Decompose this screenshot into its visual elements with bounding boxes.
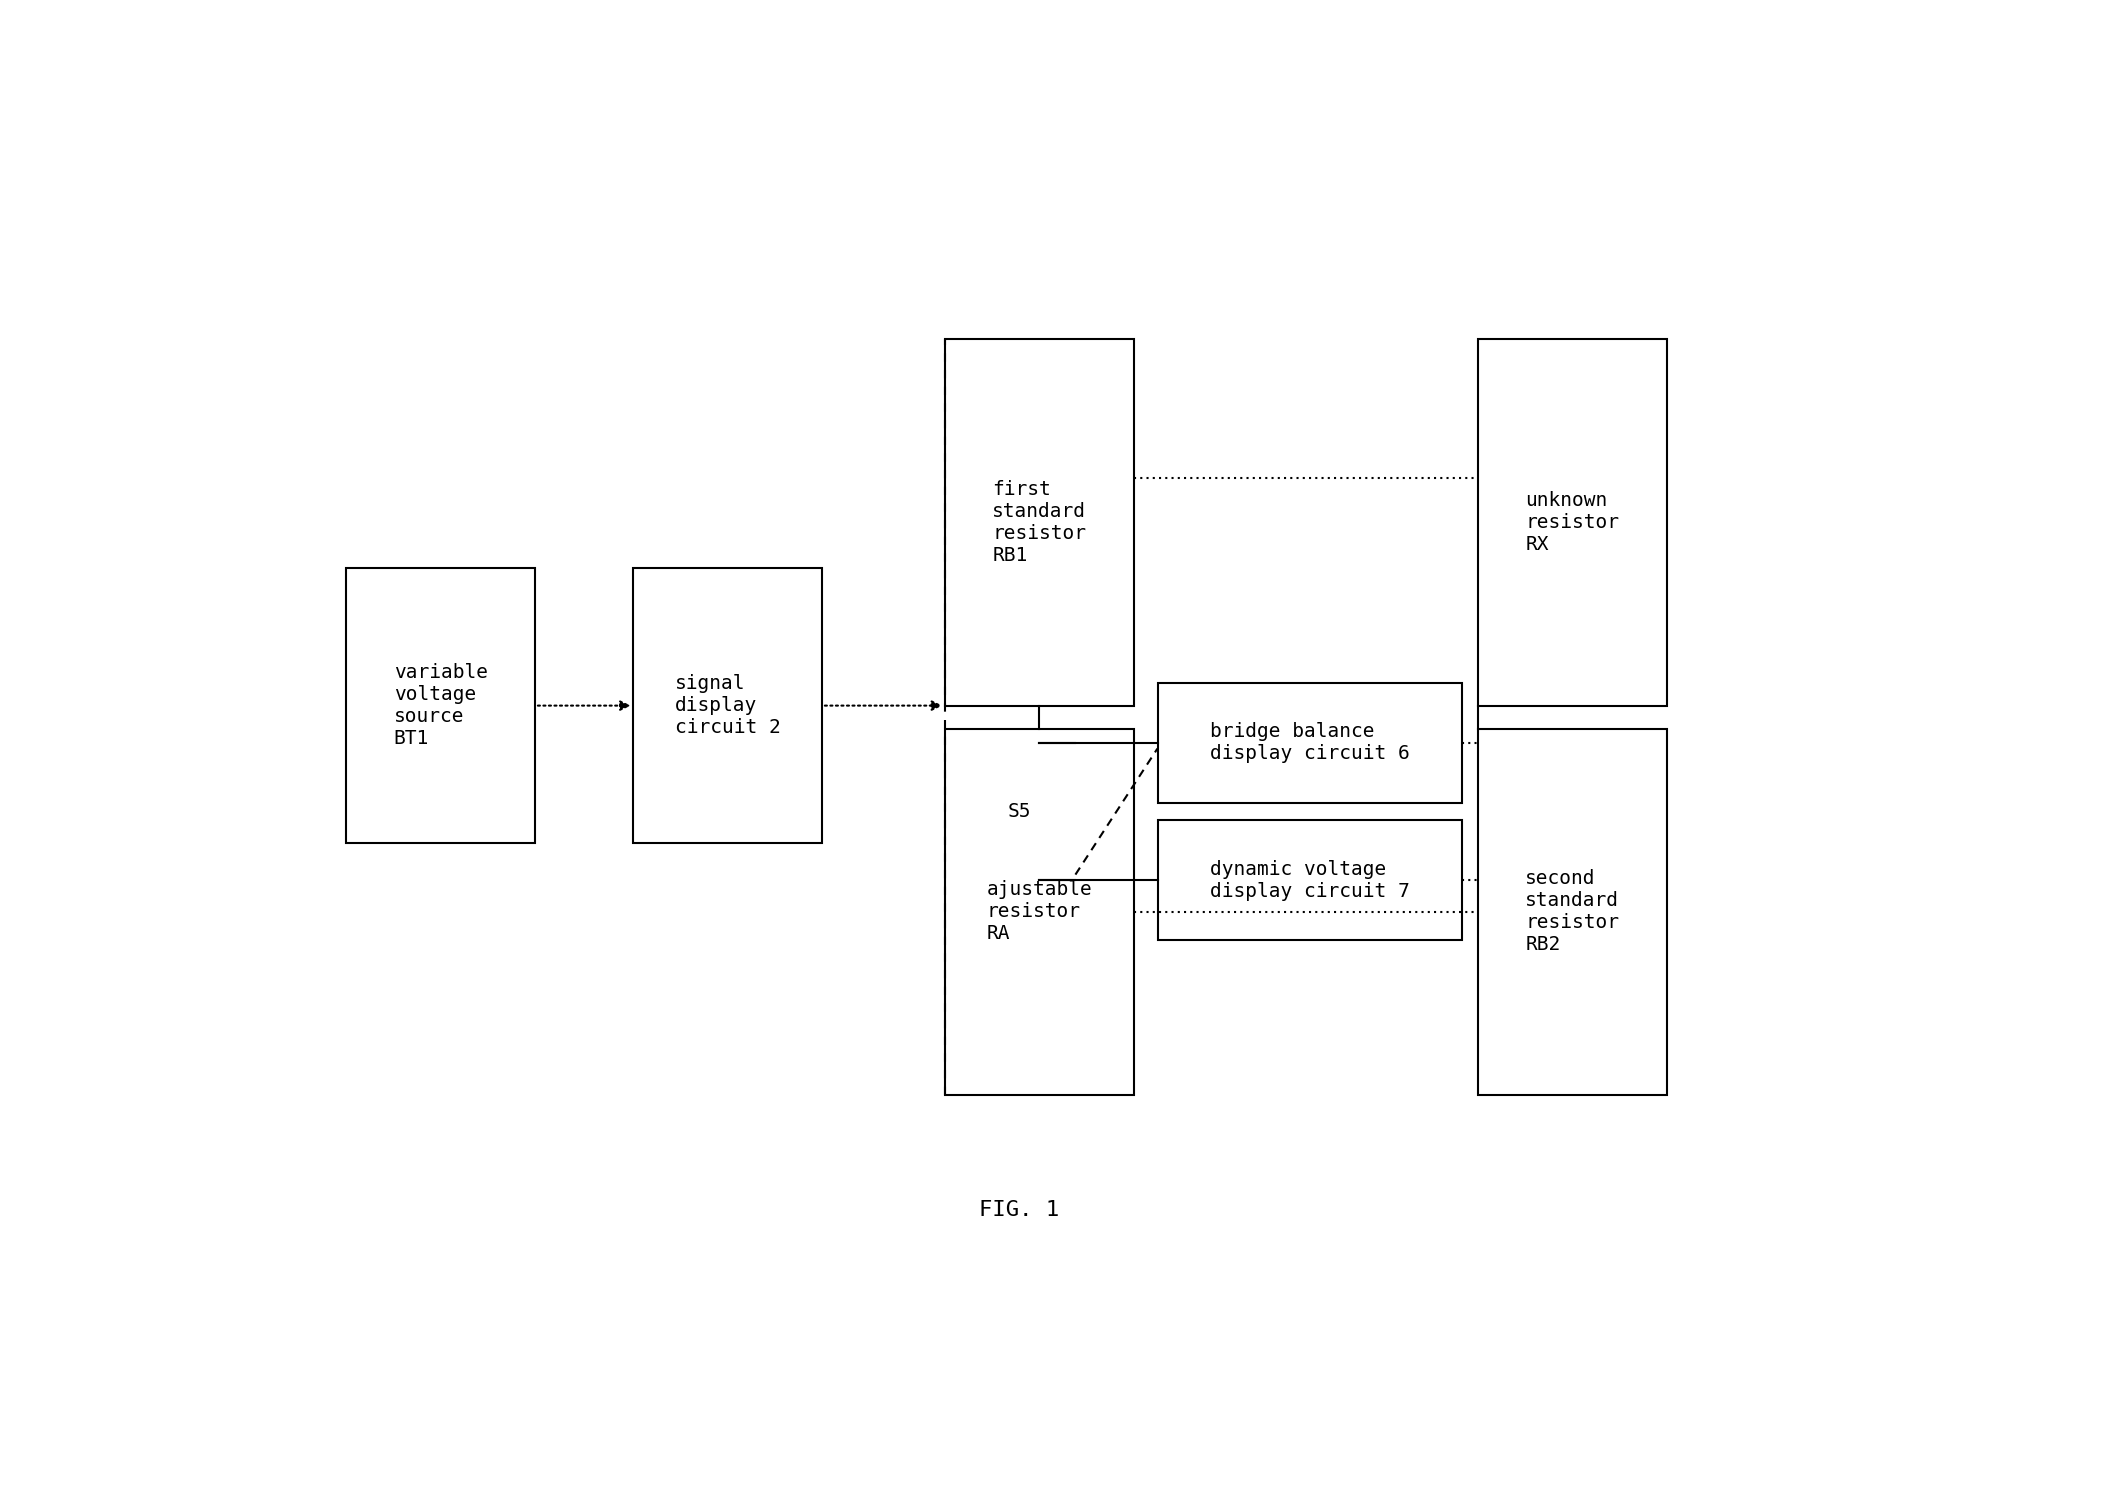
Bar (946, 729, 1134, 1095)
Text: unknown
resistor
RX: unknown resistor RX (1526, 491, 1619, 554)
Bar (347, 568, 535, 844)
Bar (1477, 729, 1667, 1095)
Bar (1477, 339, 1667, 705)
Bar (633, 568, 821, 844)
Bar (1157, 683, 1462, 804)
Text: second
standard
resistor
RB2: second standard resistor RB2 (1526, 869, 1619, 954)
Bar (946, 339, 1134, 705)
Text: bridge balance
display circuit 6: bridge balance display circuit 6 (1210, 722, 1409, 763)
Text: variable
voltage
source
BT1: variable voltage source BT1 (394, 664, 489, 748)
Text: S5: S5 (1007, 802, 1030, 821)
Text: ajustable
resistor
RA: ajustable resistor RA (986, 881, 1092, 943)
Bar (1157, 820, 1462, 940)
Text: first
standard
resistor
RB1: first standard resistor RB1 (992, 479, 1086, 565)
Text: dynamic voltage
display circuit 7: dynamic voltage display circuit 7 (1210, 860, 1409, 900)
Text: signal
display
circuit 2: signal display circuit 2 (675, 674, 781, 737)
Text: FIG. 1: FIG. 1 (980, 1199, 1058, 1220)
